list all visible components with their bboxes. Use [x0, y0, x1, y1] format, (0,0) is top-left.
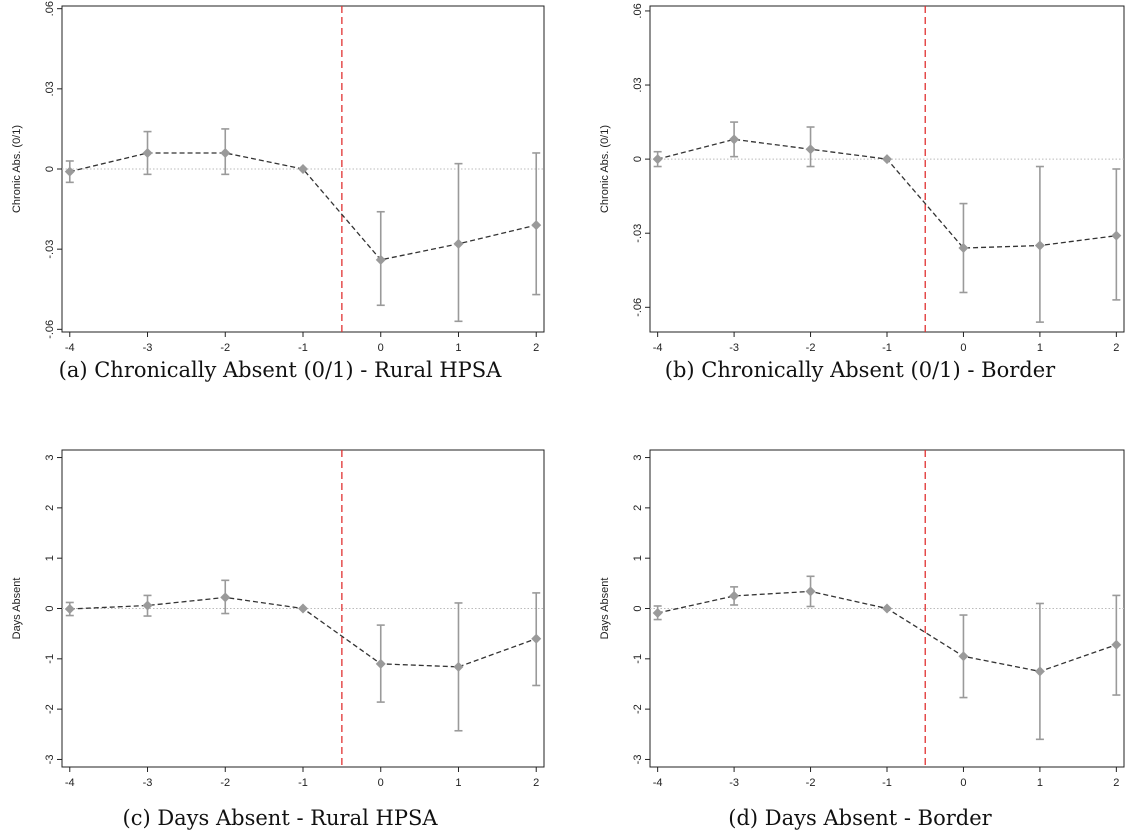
panel-caption: (a) Chronically Absent (0/1) - Rural HPS…: [58, 358, 502, 382]
estimate-point: [1034, 666, 1045, 677]
panel-chronic-absent-border: .06 .03 0 -.03 -.06 -4 -3 -2 -1 0 1 2 Chronic Abs. (…: [588, 0, 1132, 405]
estimate-point: [1111, 639, 1122, 650]
y-tick-label: 2: [44, 505, 56, 511]
x-tick-label: 0: [960, 342, 966, 354]
estimate-point: [453, 661, 464, 672]
y-tick-label: .06: [632, 3, 644, 18]
estimate-point: [220, 147, 231, 158]
estimate-point: [531, 220, 542, 231]
y-axis-title: Chronic Abs. (0/1): [599, 125, 611, 213]
y-tick-label: 1: [632, 555, 644, 561]
estimate-point: [142, 147, 153, 158]
estimate-point: [958, 243, 969, 254]
x-tick-label: 2: [1113, 777, 1119, 789]
estimate-point: [531, 633, 542, 644]
estimate-series-line: [657, 590, 1117, 673]
x-tick-label: 2: [1113, 342, 1119, 354]
y-axis-title: Days Absent: [11, 578, 23, 640]
estimate-point: [453, 238, 464, 249]
estimate-point: [1111, 230, 1122, 241]
x-tick-label: -2: [220, 342, 230, 354]
x-tick-label: -3: [729, 777, 739, 789]
y-tick-label: 0: [632, 156, 644, 162]
estimate-point: [652, 154, 663, 165]
panel-caption: (b) Chronically Absent (0/1) - Border: [664, 358, 1056, 382]
estimate-point: [882, 154, 892, 165]
y-tick-label: 0: [44, 166, 56, 172]
x-tick-label: -2: [806, 777, 816, 789]
x-tick-label: -4: [653, 777, 663, 789]
x-tick-label: -3: [729, 342, 739, 354]
y-tick-label: -1: [632, 654, 644, 664]
x-tick-label: -4: [65, 777, 75, 789]
x-tick-label: -2: [806, 342, 816, 354]
y-tick-label: 3: [44, 454, 56, 460]
y-tick-label: -2: [632, 704, 644, 714]
estimate-point: [805, 144, 816, 155]
estimate-point: [375, 658, 386, 669]
chart-svg: .06 .03 0 -.03 -.06 -4 -3 -2 -1 0 1 2 Chronic Abs. (…: [11, 1, 545, 354]
estimate-point: [882, 603, 892, 614]
x-tick-label: 2: [533, 777, 539, 789]
x-tick-label: 1: [1037, 342, 1043, 354]
chart-svg: .06 .03 0 -.03 -.06 -4 -3 -2 -1 0 1 2 Chronic Abs. (…: [599, 3, 1125, 354]
estimate-point: [64, 166, 75, 177]
y-tick-label: 1: [44, 555, 56, 561]
y-tick-label: -1: [44, 654, 56, 664]
y-tick-label: .03: [44, 81, 56, 96]
panel-days-absent-rural-hpsa: 3 2 1 0 -1 -2 -3 -4 -3 -2 -1 0 1 2 Days Absent (c) Day…: [0, 435, 566, 840]
x-tick-label: -1: [882, 777, 892, 789]
x-tick-label: 0: [378, 342, 384, 354]
estimate-point: [805, 586, 816, 597]
x-tick-label: 2: [533, 342, 539, 354]
estimate-point: [729, 590, 740, 601]
x-tick-label: 0: [378, 777, 384, 789]
x-tick-label: -2: [220, 777, 230, 789]
y-tick-label: 2: [632, 505, 644, 511]
estimate-point: [298, 164, 308, 174]
y-axis-title: Chronic Abs. (0/1): [11, 125, 23, 213]
y-tick-label: -3: [632, 755, 644, 765]
x-tick-label: -3: [143, 777, 153, 789]
estimate-point: [652, 608, 663, 619]
x-tick-label: 0: [960, 777, 966, 789]
estimate-point: [958, 651, 969, 662]
panel-caption: (d) Days Absent - Border: [728, 806, 992, 830]
x-tick-label: 1: [455, 342, 461, 354]
estimate-point: [220, 592, 231, 603]
estimate-point: [1034, 240, 1045, 251]
y-tick-label: -3: [44, 755, 56, 765]
x-tick-label: -4: [653, 342, 663, 354]
x-tick-label: -4: [65, 342, 75, 354]
x-tick-label: -1: [298, 777, 308, 789]
x-tick-label: 1: [455, 777, 461, 789]
chart-svg: 3 2 1 0 -1 -2 -3 -4 -3 -2 -1 0 1 2 Days Absent: [11, 449, 545, 789]
y-tick-label: 0: [44, 605, 56, 611]
x-tick-label: -3: [143, 342, 153, 354]
y-tick-label: .06: [44, 1, 56, 16]
estimate-point: [142, 600, 153, 611]
y-tick-label: -.03: [632, 224, 644, 243]
x-tick-label: -1: [298, 342, 308, 354]
estimate-point: [64, 604, 75, 615]
estimate-point: [375, 254, 386, 265]
panel-days-absent-border: 3 2 1 0 -1 -2 -3 -4 -3 -2 -1 0 1 2 Days Absent (d) Day…: [588, 435, 1132, 840]
estimate-point: [298, 603, 308, 614]
plot-frame: [649, 5, 1125, 333]
estimate-point: [729, 134, 740, 145]
x-tick-label: -1: [882, 342, 892, 354]
y-tick-label: 0: [632, 605, 644, 611]
panel-caption: (c) Days Absent - Rural HPSA: [122, 806, 438, 830]
y-tick-label: -.06: [632, 298, 644, 317]
y-tick-label: .03: [632, 77, 644, 92]
y-tick-label: -2: [44, 704, 56, 714]
x-tick-label: 1: [1037, 777, 1043, 789]
y-tick-label: -.06: [44, 320, 56, 339]
panel-chronic-absent-rural-hpsa: .06 .03 0 -.03 -.06 -4 -3 -2 -1 0 1 2 Chronic Abs. (…: [0, 0, 566, 405]
y-tick-label: 3: [632, 454, 644, 460]
y-tick-label: -.03: [44, 240, 56, 259]
chart-svg: 3 2 1 0 -1 -2 -3 -4 -3 -2 -1 0 1 2 Days Absent: [599, 449, 1125, 789]
y-axis-title: Days Absent: [599, 578, 611, 640]
